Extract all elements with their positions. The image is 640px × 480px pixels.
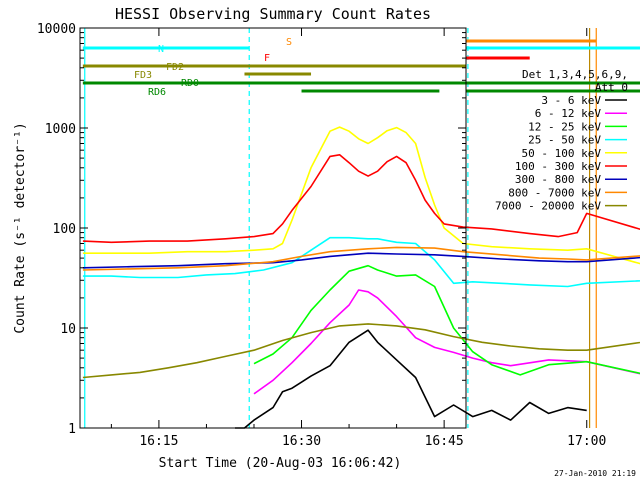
series-line-1 xyxy=(253,289,640,395)
y-tick-label-4: 10000 xyxy=(37,22,76,37)
plot-area xyxy=(82,28,640,429)
legend-label-7: 800 - 7000 keV xyxy=(508,186,601,199)
legend-header-1: Att 0 xyxy=(595,81,628,94)
status-bar-label-4: FD3 xyxy=(134,70,152,81)
y-tick-label-0: 1 xyxy=(68,422,76,437)
legend-label-3: 25 - 50 keV xyxy=(528,134,601,147)
legend-label-8: 7000 - 20000 keV xyxy=(495,200,601,213)
legend-label-4: 50 - 100 keV xyxy=(522,147,602,160)
status-bar-label-0: N xyxy=(158,44,164,55)
legend-label-6: 300 - 800 keV xyxy=(515,173,601,186)
status-bar-label-3: FD2 xyxy=(166,62,184,73)
series-line-2 xyxy=(253,264,640,376)
series-line-8 xyxy=(82,323,640,379)
series-line-5 xyxy=(82,154,640,244)
status-bar-label-6: RD6 xyxy=(148,87,166,98)
status-bar-label-1: S xyxy=(286,37,292,48)
legend-label-2: 12 - 25 keV xyxy=(528,120,601,133)
y-tick-label-1: 10 xyxy=(60,322,76,337)
legend-label-5: 100 - 300 keV xyxy=(515,160,601,173)
x-tick-label-3: 17:00 xyxy=(567,434,606,449)
status-bar-label-5: RD0 xyxy=(181,78,199,89)
axes: 16:1516:3016:4517:0017:1517:3017:4511010… xyxy=(37,22,606,449)
series-line-7 xyxy=(82,246,640,271)
status-bar-label-2: F xyxy=(264,53,270,64)
legend-label-1: 6 - 12 keV xyxy=(535,107,602,120)
series-line-4 xyxy=(82,126,640,265)
x-tick-label-1: 16:30 xyxy=(282,434,321,449)
series-line-0 xyxy=(235,329,587,429)
observing-status-bars: N S F FD2 FD3 RD0 RD6 xyxy=(82,37,640,98)
series-line-6 xyxy=(82,252,640,269)
chart-title: HESSI Observing Summary Count Rates xyxy=(115,5,431,23)
x-tick-label-2: 16:45 xyxy=(425,434,464,449)
y-tick-label-2: 100 xyxy=(53,222,76,237)
y-axis-label: Count Rate (s⁻¹ detector⁻¹) xyxy=(13,122,28,333)
legend-header-0: Det 1,3,4,5,6,9, xyxy=(522,68,628,81)
footer-timestamp: 27-Jan-2010 21:19 xyxy=(554,469,636,478)
x-axis-label: Start Time (20-Aug-03 16:06:42) xyxy=(159,456,402,471)
y-tick-label-3: 1000 xyxy=(45,122,76,137)
x-tick-label-0: 16:15 xyxy=(139,434,178,449)
series-line-3 xyxy=(82,236,640,288)
legend-label-0: 3 - 6 keV xyxy=(541,94,601,107)
